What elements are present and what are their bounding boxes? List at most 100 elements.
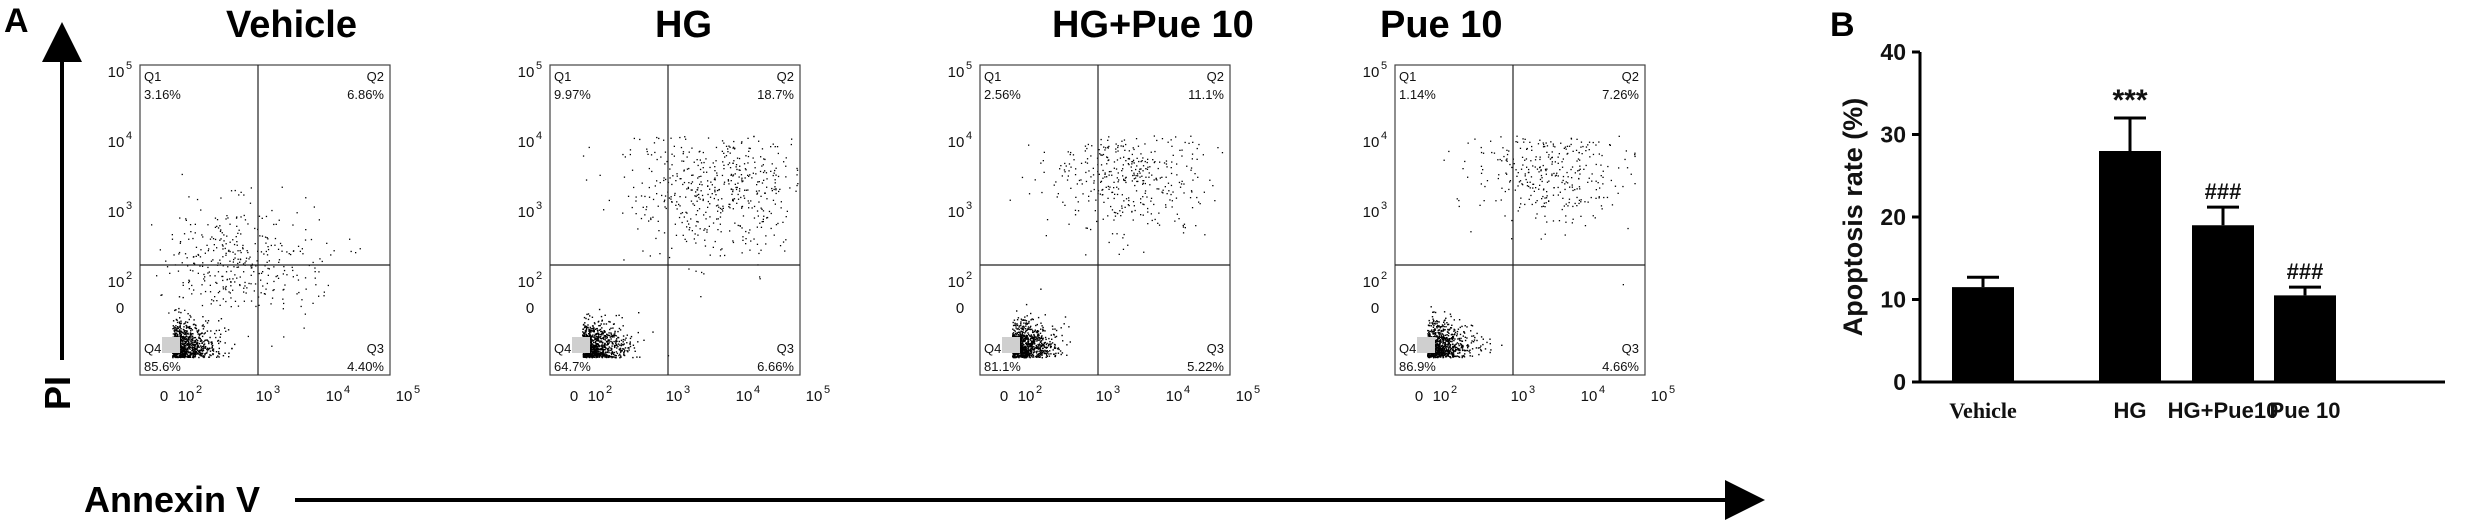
quadrant-label-q3: Q3	[1622, 341, 1639, 356]
gate-patch	[1002, 337, 1020, 353]
quadrant-value-q1: 1.14%	[1399, 87, 1436, 102]
svg-text:10: 10	[736, 388, 753, 405]
quadrant-value-q3: 6.66%	[757, 359, 794, 374]
x-tick-label: 10 4	[1581, 384, 1605, 405]
svg-text:5: 5	[824, 384, 830, 396]
svg-text:10: 10	[518, 204, 535, 221]
y-axis-label: Apoptosis rate (%)	[1838, 98, 1868, 337]
x-tick-label: 10 5	[396, 384, 420, 405]
svg-text:4: 4	[754, 384, 760, 396]
gate-patch	[1417, 337, 1435, 353]
x-tick-label: Pue 10	[2270, 398, 2341, 423]
panel-b-letter: B	[1830, 6, 1855, 44]
x-tick-label: 10 3	[1511, 384, 1535, 405]
svg-text:2: 2	[1036, 384, 1042, 396]
quadrant-label-q1: Q1	[1399, 69, 1416, 84]
plot-frame	[549, 64, 801, 376]
x-tick-label: 10 3	[256, 384, 280, 405]
x-tick-label: 10 4	[736, 384, 760, 405]
svg-text:10: 10	[256, 388, 273, 405]
y-tick-label: 10 3	[518, 200, 542, 221]
svg-text:2: 2	[606, 384, 612, 396]
y-tick-label: 10 3	[108, 200, 132, 221]
svg-text:3: 3	[274, 384, 280, 396]
quadrant-value-q4: 81.1%	[984, 359, 1021, 374]
svg-text:3: 3	[1114, 384, 1120, 396]
y-tick-label: 10 4	[948, 130, 972, 151]
quadrant-label-q3: Q3	[777, 341, 794, 356]
svg-text:10: 10	[326, 388, 343, 405]
plot-title-vehicle: Vehicle	[226, 4, 357, 46]
quadrant-value-q3: 5.22%	[1187, 359, 1224, 374]
y-tick-label: 10 3	[948, 200, 972, 221]
quadrant-value-q1: 9.97%	[554, 87, 591, 102]
x-tick-label: 0	[570, 388, 578, 405]
svg-text:4: 4	[966, 130, 972, 142]
plot-frame	[139, 64, 391, 376]
quadrant-label-q3: Q3	[1207, 341, 1224, 356]
quadrant-value-q2: 18.7%	[757, 87, 794, 102]
quadrant-value-q3: 4.66%	[1602, 359, 1639, 374]
bar	[2099, 151, 2161, 382]
y-tick-label: 40	[1880, 39, 1906, 65]
y-tick-label: 10 5	[948, 60, 972, 81]
bar	[1952, 287, 2014, 382]
x-tick-label: Vehicle	[1949, 398, 2017, 423]
y-tick-label: 0	[1893, 369, 1906, 395]
y-tick-label: 10 5	[518, 60, 542, 81]
y-tick-label: 10 2	[518, 270, 542, 291]
quadrant-label-q3: Q3	[367, 341, 384, 356]
gate-patch	[162, 337, 180, 353]
x-tick-label: 10 3	[666, 384, 690, 405]
svg-text:10: 10	[948, 204, 965, 221]
quadrant-label-q4: Q4	[144, 341, 161, 356]
svg-text:4: 4	[1184, 384, 1190, 396]
svg-text:2: 2	[966, 270, 972, 282]
quadrant-value-q4: 86.9%	[1399, 359, 1436, 374]
y-tick-label: 10 3	[1363, 200, 1387, 221]
quadrant-label-q4: Q4	[984, 341, 1001, 356]
bar	[2192, 225, 2254, 382]
x-tick-label: 10 5	[806, 384, 830, 405]
svg-text:4: 4	[344, 384, 350, 396]
svg-text:10: 10	[1096, 388, 1113, 405]
y-tick-label: 10 2	[1363, 270, 1387, 291]
x-tick-label: 10 4	[1166, 384, 1190, 405]
y-tick-label: 0	[116, 300, 124, 317]
y-tick-label: 20	[1880, 204, 1906, 230]
event-dots	[1427, 135, 1636, 359]
svg-text:10: 10	[178, 388, 195, 405]
significance-mark: ***	[2112, 84, 2147, 117]
y-tick-label: 10 5	[108, 60, 132, 81]
x-tick-label: 0	[160, 388, 168, 405]
svg-text:5: 5	[536, 60, 542, 72]
x-tick-label: 10 3	[1096, 384, 1120, 405]
quadrant-value-q4: 64.7%	[554, 359, 591, 374]
y-tick-label: 10 4	[1363, 130, 1387, 151]
plot-title-pue10: Pue 10	[1380, 4, 1503, 46]
svg-text:3: 3	[126, 200, 132, 212]
x-tick-label: 10 2	[1018, 384, 1042, 405]
svg-text:10: 10	[1236, 388, 1253, 405]
x-tick-label: 10 5	[1651, 384, 1675, 405]
quadrant-label-q2: Q2	[1622, 69, 1639, 84]
svg-text:10: 10	[108, 274, 125, 291]
gate-patch	[572, 337, 590, 353]
x-tick-label: HG+Pue10	[2168, 398, 2279, 423]
svg-text:10: 10	[588, 388, 605, 405]
event-dots	[1009, 135, 1224, 359]
svg-text:10: 10	[518, 134, 535, 151]
quadrant-value-q2: 11.1%	[1188, 87, 1224, 102]
quadrant-value-q3: 4.40%	[347, 359, 384, 374]
svg-text:2: 2	[196, 384, 202, 396]
plot-frame	[979, 64, 1231, 376]
svg-text:10: 10	[518, 64, 535, 81]
y-tick-label: 30	[1880, 122, 1906, 148]
quadrant-value-q1: 3.16%	[144, 87, 181, 102]
quadrant-value-q1: 2.56%	[984, 87, 1021, 102]
x-tick-label: 10 2	[588, 384, 612, 405]
svg-text:3: 3	[684, 384, 690, 396]
